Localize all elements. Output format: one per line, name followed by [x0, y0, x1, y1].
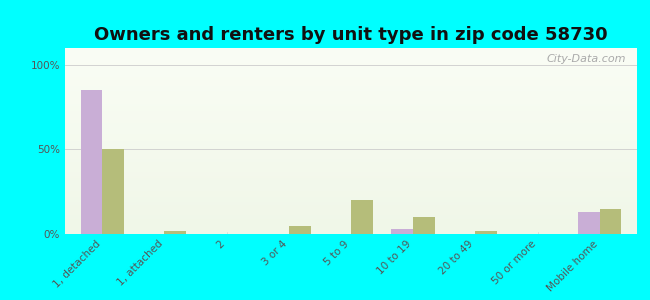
Bar	[475, 231, 497, 234]
Text: City-Data.com: City-Data.com	[546, 54, 625, 64]
Bar	[413, 217, 435, 234]
Bar	[391, 229, 413, 234]
Bar	[351, 200, 372, 234]
Title: Owners and renters by unit type in zip code 58730: Owners and renters by unit type in zip c…	[94, 26, 608, 44]
Bar	[289, 226, 311, 234]
Bar	[102, 149, 124, 234]
Bar	[600, 208, 621, 234]
Bar	[81, 90, 102, 234]
Bar	[164, 231, 187, 234]
Bar	[578, 212, 600, 234]
